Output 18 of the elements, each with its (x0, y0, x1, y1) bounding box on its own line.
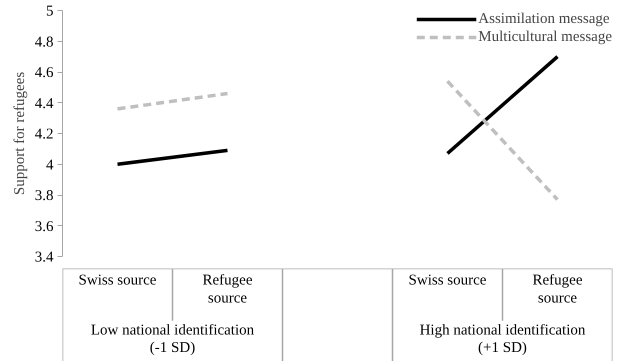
x-tick-label: Swiss source (78, 272, 157, 288)
y-tick-label: 4 (46, 157, 54, 174)
y-tick-label: 4.4 (34, 96, 54, 112)
y-tick-label: 3.6 (34, 218, 54, 235)
text: Low national identification (-1 SD) (90, 322, 255, 356)
x-tick-label: Refugee source (532, 272, 583, 307)
x-tick-label: Refugee source (202, 272, 253, 307)
y-axis-title: Support for refugees (12, 72, 28, 196)
legend-label: Multicultural message (478, 28, 612, 46)
text: High national identification (+1 SD) (420, 322, 586, 356)
y-tick-label: 5 (46, 4, 54, 20)
y-tick-label: 3.8 (34, 188, 54, 204)
y-tick-label: 4.2 (34, 126, 54, 142)
y-tick-label: 3.4 (34, 250, 54, 266)
legend-label: Assimilation message (478, 10, 610, 28)
x-tick-label: Swiss source (408, 272, 487, 288)
y-tick-label: 4.6 (34, 65, 54, 81)
y-tick-label: 4.8 (34, 34, 54, 50)
